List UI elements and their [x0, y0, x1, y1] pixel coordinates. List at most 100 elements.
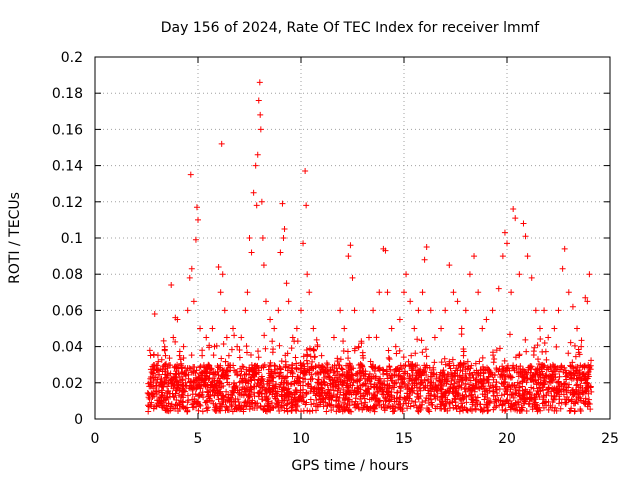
data-point [343, 362, 350, 369]
data-point [554, 379, 561, 386]
data-point [364, 404, 371, 411]
data-point [381, 378, 388, 385]
data-point [198, 391, 205, 398]
data-point [541, 340, 548, 347]
data-point [465, 392, 472, 399]
data-point [228, 346, 235, 353]
data-point [236, 402, 243, 409]
data-point [555, 307, 562, 314]
data-point [446, 405, 453, 412]
data-point [158, 381, 165, 388]
data-point [529, 397, 536, 404]
data-point [188, 265, 195, 272]
data-point [509, 391, 516, 398]
y-tick-label: 0.18 [52, 86, 83, 102]
data-point [466, 381, 473, 388]
data-point [289, 370, 296, 377]
data-point [325, 395, 332, 402]
data-point [247, 376, 254, 383]
data-point [457, 363, 464, 370]
data-point [416, 403, 423, 410]
data-point [339, 366, 346, 373]
data-point [205, 404, 212, 411]
data-point [375, 397, 382, 404]
data-point [240, 364, 247, 371]
data-point [523, 348, 530, 355]
data-point [495, 368, 502, 375]
data-point [388, 389, 395, 396]
data-point [463, 393, 470, 400]
data-point [574, 381, 581, 388]
data-point [417, 381, 424, 388]
x-tick-label: 5 [194, 431, 203, 447]
data-point [240, 408, 247, 415]
data-point [386, 372, 393, 379]
data-point [486, 387, 493, 394]
data-point [462, 380, 469, 387]
data-point [532, 377, 539, 384]
data-point [396, 400, 403, 407]
data-point [479, 354, 486, 361]
data-point [173, 364, 180, 371]
data-point [403, 400, 410, 407]
data-point [242, 307, 249, 314]
data-point [156, 402, 163, 409]
data-point [365, 406, 372, 413]
data-point [507, 374, 514, 381]
data-point [330, 377, 337, 384]
data-point [571, 342, 578, 349]
data-point [147, 373, 154, 380]
data-point [184, 399, 191, 406]
data-point [209, 381, 216, 388]
data-point [481, 396, 488, 403]
data-point [463, 406, 470, 413]
data-point [562, 380, 569, 387]
data-point [253, 202, 260, 209]
data-point [423, 353, 430, 360]
data-point [162, 374, 169, 381]
x-tick-label: 20 [498, 431, 516, 447]
data-point [313, 336, 320, 343]
data-point [221, 367, 228, 374]
data-point [587, 384, 594, 391]
data-point [563, 396, 570, 403]
data-point [552, 404, 559, 411]
x-tick-label: 10 [292, 431, 310, 447]
data-point [275, 307, 282, 314]
data-point [300, 353, 307, 360]
data-point [561, 245, 568, 252]
data-point [312, 370, 319, 377]
data-point [210, 370, 217, 377]
data-point [367, 358, 374, 365]
data-point [334, 355, 341, 362]
data-point [345, 407, 352, 414]
data-point [160, 337, 167, 344]
data-point [275, 404, 282, 411]
data-point [523, 379, 530, 386]
data-point [282, 374, 289, 381]
data-point [436, 397, 443, 404]
data-point [248, 385, 255, 392]
data-point [258, 384, 265, 391]
data-point [385, 354, 392, 361]
data-point [335, 398, 342, 405]
data-point [582, 294, 589, 301]
data-point [311, 354, 318, 361]
data-point [206, 344, 213, 351]
data-point [456, 382, 463, 389]
data-point [479, 380, 486, 387]
data-point [573, 368, 580, 375]
data-point [281, 225, 288, 232]
data-point [354, 401, 361, 408]
data-point [452, 402, 459, 409]
data-point [499, 253, 506, 260]
data-point [520, 374, 527, 381]
data-point [550, 386, 557, 393]
data-point [422, 346, 429, 353]
data-point [359, 349, 366, 356]
data-point [236, 347, 243, 354]
data-point [337, 389, 344, 396]
data-point [275, 399, 282, 406]
data-point [537, 336, 544, 343]
data-point [402, 362, 409, 369]
